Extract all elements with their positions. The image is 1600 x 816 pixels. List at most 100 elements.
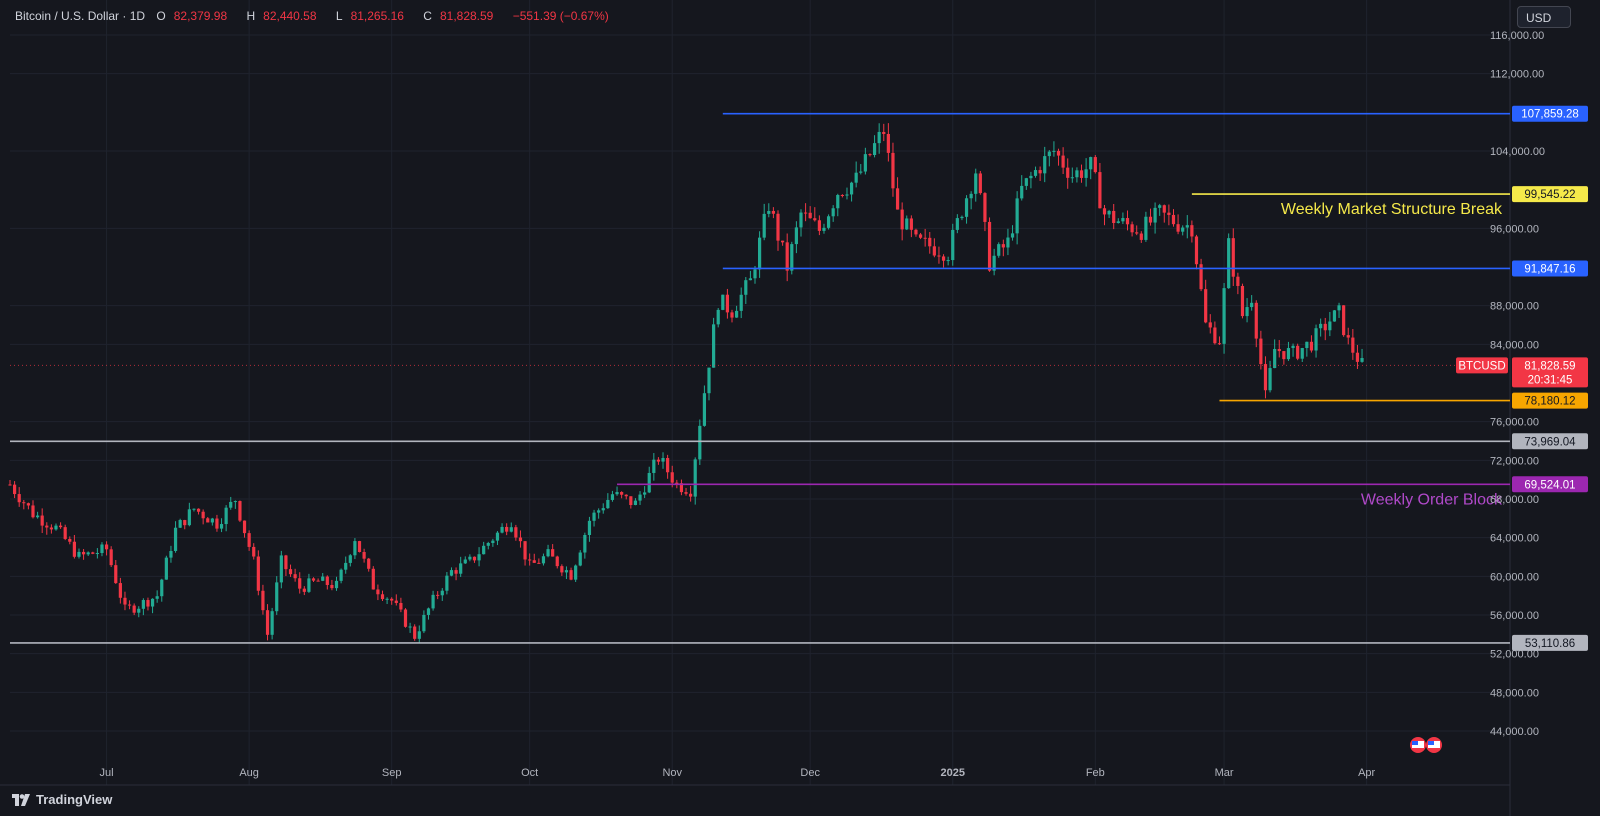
high-label: H [246,9,256,23]
price-tick-label: 88,000.00 [1490,301,1539,313]
candle-body [1075,170,1079,178]
candle-body [771,210,775,214]
level-tag-resistance-high [1512,105,1588,122]
level-tag-label: 99,545.22 [1524,189,1575,201]
candle-body [380,594,385,600]
candle-body [1199,264,1203,290]
price-tick-label: 52,000.00 [1490,649,1539,661]
candle-body [716,309,720,325]
price-tick-label: 64,000.00 [1490,533,1539,545]
tradingview-icon [12,793,30,806]
candle-body [256,556,260,591]
candle-body [776,213,780,241]
candle-body [500,526,504,533]
candle-body [1355,352,1360,362]
open-label: O [156,9,166,23]
candle-body [1116,221,1120,224]
candle-body [914,229,918,235]
candle-body [564,570,569,573]
candle-body [219,524,224,529]
time-tick-label: Mar [1215,767,1234,779]
tradingview-logo[interactable]: TradingView [12,792,112,807]
candle-body [247,533,251,547]
candle-body [1125,218,1130,225]
event-flags[interactable] [1410,737,1442,753]
candle-body [459,563,463,574]
level-tag-gray-lower [1512,634,1588,651]
last-price-tag [1512,357,1588,388]
candle-body [1227,238,1231,289]
candle-body [1328,321,1332,331]
candle-body [284,555,288,570]
candle-body [997,244,1001,256]
candle-body [321,576,325,581]
price-tick-label: 104,000.00 [1490,146,1545,158]
candle-body [261,590,265,611]
high-value: 82,440.58 [263,9,317,23]
candle-body [725,294,730,313]
candle-body [1245,307,1249,317]
candle-body [348,555,352,563]
candle-body [1323,323,1327,331]
candle-body [928,237,932,247]
candle-body [8,484,12,486]
candle-body [1148,216,1153,223]
candle-body [863,154,867,172]
candle-body [1015,198,1019,234]
price-axis[interactable]: 116,000.00 112,000.00 104,000.00 96,000.00 8… [1490,30,1545,738]
candle-body [951,229,955,261]
horizontal-levels[interactable]: Weekly Market Structure Break Weekly Orde… [10,112,1510,644]
candle-body [960,216,964,219]
candle-body [81,551,86,555]
time-axis[interactable]: Jul Aug Sep Oct Nov Dec 2025 Feb Mar Apr [100,767,1376,779]
candle-body [1342,305,1346,336]
candle-body [413,626,417,639]
level-tag-label: 78,180.12 [1524,396,1575,408]
candle-body [1033,170,1038,176]
flag-canton [1412,741,1418,745]
candle-body [868,154,872,156]
candle-body [610,494,615,500]
candle-body [1056,150,1061,156]
price-tick-label: 56,000.00 [1490,610,1539,622]
countdown-label: 20:31:45 [1528,374,1573,386]
level-tag-gray-upper [1512,433,1588,450]
candle-body [486,543,490,546]
candle-body [362,552,366,559]
open-value: 82,379.98 [173,9,228,23]
candle-body [1052,150,1056,152]
candle-body [196,508,201,512]
level-tag-support-range [1512,260,1588,277]
candle-body [597,510,601,513]
currency-button[interactable]: USD [1517,6,1571,28]
candle-body [334,580,339,589]
candle-body [224,507,228,525]
candle-body [992,255,996,271]
candle-body [86,552,90,555]
candle-body [210,518,214,523]
symbol-tag-label: BTCUSD [1458,360,1505,372]
candle-body [923,237,927,239]
candle-body [49,527,53,530]
candle-body [173,527,178,552]
candle-body [1351,337,1355,353]
candle-body [270,611,274,635]
candle-body [1240,285,1245,317]
candle-body [408,626,412,628]
candle-body [146,600,150,607]
candle-body [233,501,237,503]
price-tick-label: 96,000.00 [1490,223,1539,235]
candle-body [141,600,145,609]
level-tag-label: 69,524.01 [1524,479,1575,491]
time-tick-label: Sep [382,767,402,779]
price-tick-label: 68,000.00 [1490,494,1539,506]
time-tick-label: 2025 [941,767,965,779]
symbol-title[interactable]: Bitcoin / U.S. Dollar · 1D [15,9,146,23]
candle-body [445,575,449,591]
candle-body [403,609,408,627]
candle-body [431,594,435,609]
candle-body [160,579,164,597]
